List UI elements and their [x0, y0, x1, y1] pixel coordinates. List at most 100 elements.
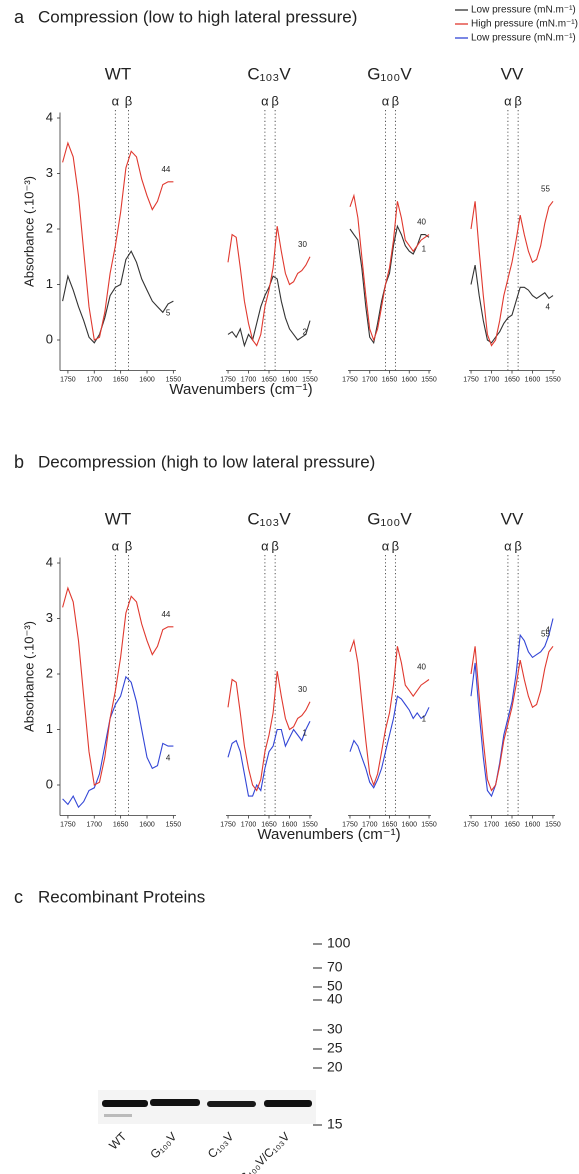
y-axis-label: Absorbance (.10⁻³): [21, 176, 36, 287]
x-tick-label: 1550: [421, 821, 437, 828]
x-tick-label: 1650: [504, 821, 520, 828]
series-end-label: 44: [161, 165, 170, 174]
x-tick-label: 1600: [139, 376, 155, 383]
x-tick-label: 1550: [545, 376, 561, 383]
y-tick-label: 2: [46, 665, 53, 680]
series-end-label: 55: [541, 629, 550, 638]
x-tick-label: 1700: [86, 821, 102, 828]
x-tick-label: 1600: [282, 821, 298, 828]
x-tick-label: 1700: [86, 376, 102, 383]
series-line: [227, 275, 311, 348]
marker-label: α: [504, 538, 512, 553]
x-tick-label: 1750: [60, 376, 76, 383]
series-end-label: 44: [161, 610, 170, 619]
panel-letter: b: [14, 452, 24, 472]
series-line: [227, 671, 311, 792]
series-end-label: 4: [166, 753, 171, 762]
marker-label: α: [382, 93, 390, 108]
y-tick-label: 1: [46, 276, 53, 291]
series-end-label: 2: [302, 328, 307, 337]
series-line: [349, 638, 430, 787]
marker-label: β: [125, 93, 132, 108]
x-tick-label: 1550: [166, 376, 182, 383]
ladder-label: 40: [327, 991, 343, 1007]
marker-label: β: [392, 93, 399, 108]
series-line: [227, 226, 311, 347]
x-tick-label: 1600: [139, 821, 155, 828]
x-tick-label: 1750: [463, 376, 479, 383]
y-tick-label: 3: [46, 165, 53, 180]
panel-title: Decompression (high to low lateral press…: [38, 452, 375, 471]
panel-letter: a: [14, 7, 25, 27]
x-tick-label: 1600: [282, 376, 298, 383]
series-line: [227, 720, 311, 797]
chart-title: C₁₀₃V: [247, 64, 291, 83]
x-tick-label: 1650: [504, 376, 520, 383]
series-line: [470, 618, 554, 798]
x-tick-label: 1550: [166, 821, 182, 828]
series-end-label: 4: [545, 626, 550, 635]
marker-label: α: [504, 93, 512, 108]
x-tick-label: 1750: [60, 821, 76, 828]
x-tick-label: 1550: [545, 821, 561, 828]
marker-label: β: [392, 538, 399, 553]
series-line: [470, 200, 554, 347]
x-tick-label: 1550: [421, 376, 437, 383]
x-tick-label: 1750: [220, 376, 236, 383]
series-line: [62, 675, 174, 809]
lane-label: G₁₀₀V: [147, 1129, 179, 1161]
marker-label: β: [271, 538, 278, 553]
x-tick-label: 1700: [484, 376, 500, 383]
series-line: [62, 586, 174, 786]
series-end-label: 5: [166, 308, 171, 317]
x-axis-label: Wavenumbers (cm⁻¹): [257, 826, 400, 843]
gel-band: [150, 1099, 200, 1106]
x-tick-label: 1750: [342, 376, 358, 383]
series-end-label: 1: [302, 728, 307, 737]
y-tick-label: 1: [46, 721, 53, 736]
gel-band: [264, 1100, 312, 1107]
series-end-label: 1: [422, 714, 427, 723]
gel-band-faint: [104, 1114, 132, 1117]
marker-label: α: [112, 93, 120, 108]
x-tick-label: 1600: [401, 821, 417, 828]
ladder-label: 30: [327, 1021, 343, 1037]
x-tick-label: 1650: [261, 376, 277, 383]
lane-label: WT: [106, 1129, 130, 1153]
gel-band: [207, 1101, 256, 1107]
chart-title: VV: [501, 64, 524, 83]
gel-band: [102, 1100, 148, 1107]
x-tick-label: 1750: [342, 821, 358, 828]
x-tick-label: 1650: [382, 821, 398, 828]
x-tick-label: 1750: [463, 821, 479, 828]
x-tick-label: 1600: [525, 376, 541, 383]
x-tick-label: 1650: [382, 376, 398, 383]
chart-title: G₁₀₀V: [367, 509, 412, 528]
y-tick-label: 4: [46, 109, 53, 124]
ladder-label: 100: [327, 935, 351, 951]
marker-label: α: [112, 538, 120, 553]
ladder-label: 50: [327, 978, 343, 994]
series-end-label: 30: [298, 685, 307, 694]
ladder-label: 20: [327, 1059, 343, 1075]
chart-title: WT: [105, 509, 131, 528]
x-tick-label: 1700: [484, 821, 500, 828]
x-axis-label: Wavenumbers (cm⁻¹): [169, 381, 312, 398]
x-tick-label: 1550: [302, 821, 318, 828]
y-tick-label: 0: [46, 776, 53, 791]
series-line: [62, 141, 174, 341]
y-tick-label: 0: [46, 331, 53, 346]
legend-label: High pressure (mN.m⁻¹): [471, 19, 578, 30]
y-tick-label: 3: [46, 610, 53, 625]
legend-label: Low pressure (mN.m⁻¹): [471, 33, 576, 44]
marker-label: β: [514, 93, 521, 108]
chart-title: G₁₀₀V: [367, 64, 412, 83]
series-line: [349, 695, 430, 789]
series-end-label: 40: [417, 663, 426, 672]
panel-letter: c: [14, 887, 23, 907]
chart-title: VV: [501, 509, 524, 528]
marker-label: α: [261, 93, 269, 108]
lane-label: G₁₀₀V/C₁₀₃V: [236, 1129, 292, 1174]
chart-title: C₁₀₃V: [247, 509, 291, 528]
